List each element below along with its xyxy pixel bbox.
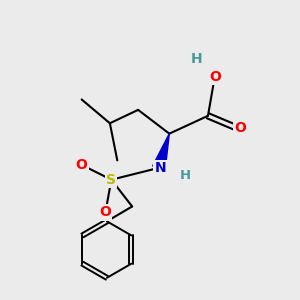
Text: S: S: [106, 173, 116, 187]
Text: O: O: [234, 121, 246, 135]
Text: N: N: [154, 161, 166, 175]
Text: O: O: [100, 206, 111, 219]
Polygon shape: [153, 134, 169, 170]
Text: H: H: [179, 169, 191, 182]
Text: O: O: [76, 158, 88, 172]
Text: H: H: [190, 52, 202, 66]
Text: O: O: [209, 70, 221, 84]
